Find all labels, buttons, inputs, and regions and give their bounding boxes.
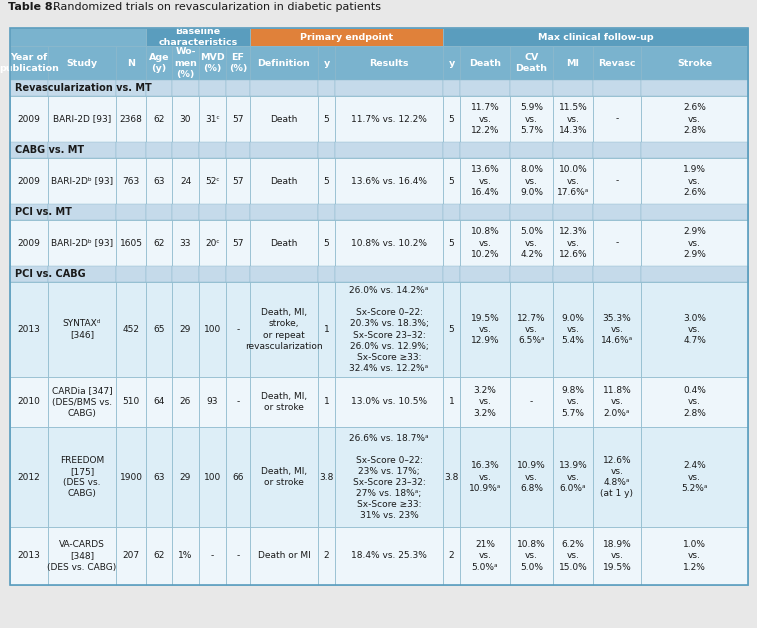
Bar xyxy=(48,377,116,427)
Bar xyxy=(10,46,48,80)
Bar xyxy=(553,282,593,377)
Text: 2009: 2009 xyxy=(17,239,40,247)
Bar xyxy=(641,204,748,220)
Bar xyxy=(10,427,48,527)
Text: BARI-2Dᵇ [93]: BARI-2Dᵇ [93] xyxy=(51,176,113,185)
Text: -: - xyxy=(615,239,618,247)
Text: 763: 763 xyxy=(123,176,139,185)
Bar xyxy=(510,220,553,266)
Bar xyxy=(641,220,748,266)
Bar xyxy=(318,266,335,282)
Bar xyxy=(335,427,443,527)
Bar xyxy=(250,80,318,96)
Text: 57: 57 xyxy=(232,114,244,124)
Text: 10.8%
vs.
5.0%: 10.8% vs. 5.0% xyxy=(517,541,546,571)
Text: Death, MI,
or stroke: Death, MI, or stroke xyxy=(261,392,307,412)
Bar xyxy=(146,96,172,142)
Text: 207: 207 xyxy=(123,551,139,561)
Text: Death or MI: Death or MI xyxy=(257,551,310,561)
Text: 26: 26 xyxy=(180,398,192,406)
Bar xyxy=(318,46,335,80)
Bar xyxy=(226,142,250,158)
Text: Revascularization vs. MT: Revascularization vs. MT xyxy=(15,83,151,93)
Text: 3.0%
vs.
4.7%: 3.0% vs. 4.7% xyxy=(683,314,706,345)
Text: 2012: 2012 xyxy=(17,472,40,482)
Bar xyxy=(460,527,510,585)
Bar xyxy=(10,527,48,585)
Text: 13.6%
vs.
16.4%: 13.6% vs. 16.4% xyxy=(471,165,500,197)
Bar xyxy=(443,427,460,527)
Bar xyxy=(593,282,641,377)
Text: 31ᶜ: 31ᶜ xyxy=(205,114,220,124)
Bar xyxy=(593,204,641,220)
Bar xyxy=(10,96,48,142)
Bar xyxy=(199,158,226,204)
Bar xyxy=(318,142,335,158)
Bar xyxy=(593,46,641,80)
Bar xyxy=(172,204,199,220)
Bar xyxy=(641,266,748,282)
Bar xyxy=(48,142,116,158)
Bar xyxy=(146,527,172,585)
Bar xyxy=(146,80,172,96)
Bar xyxy=(250,377,318,427)
Bar xyxy=(10,266,48,282)
Bar xyxy=(172,80,199,96)
Text: 29: 29 xyxy=(180,325,192,334)
Bar xyxy=(250,28,443,46)
Text: Study: Study xyxy=(67,58,98,67)
Text: -: - xyxy=(211,551,214,561)
Text: y: y xyxy=(448,58,455,67)
Text: 2.9%
vs.
2.9%: 2.9% vs. 2.9% xyxy=(683,227,706,259)
Text: 5: 5 xyxy=(449,325,454,334)
Text: -: - xyxy=(530,398,533,406)
Bar xyxy=(460,204,510,220)
Bar xyxy=(48,204,116,220)
Text: 33: 33 xyxy=(179,239,192,247)
Bar xyxy=(510,266,553,282)
Text: MI: MI xyxy=(566,58,580,67)
Text: Revasc: Revasc xyxy=(598,58,636,67)
Bar xyxy=(48,266,116,282)
Text: -: - xyxy=(236,398,240,406)
Bar xyxy=(510,204,553,220)
Bar xyxy=(510,96,553,142)
Text: 19.5%
vs.
12.9%: 19.5% vs. 12.9% xyxy=(471,314,500,345)
Bar xyxy=(335,527,443,585)
Text: 9.0%
vs.
5.4%: 9.0% vs. 5.4% xyxy=(562,314,584,345)
Bar xyxy=(553,527,593,585)
Text: BARI-2Dᵇ [93]: BARI-2Dᵇ [93] xyxy=(51,239,113,247)
Bar xyxy=(553,204,593,220)
Bar xyxy=(10,204,48,220)
Bar xyxy=(116,220,146,266)
Text: 13.0% vs. 10.5%: 13.0% vs. 10.5% xyxy=(351,398,427,406)
Text: 1900: 1900 xyxy=(120,472,142,482)
Bar xyxy=(335,158,443,204)
Text: CARDia [347]
(DES/BMS vs.
CABG): CARDia [347] (DES/BMS vs. CABG) xyxy=(51,386,112,418)
Bar xyxy=(199,46,226,80)
Bar xyxy=(641,142,748,158)
Text: 10.8%
vs.
10.2%: 10.8% vs. 10.2% xyxy=(471,227,500,259)
Bar xyxy=(593,96,641,142)
Bar xyxy=(553,80,593,96)
Bar xyxy=(335,80,443,96)
Text: 11.8%
vs.
2.0%ᵃ: 11.8% vs. 2.0%ᵃ xyxy=(603,386,631,418)
Bar xyxy=(318,80,335,96)
Text: 11.7% vs. 12.2%: 11.7% vs. 12.2% xyxy=(351,114,427,124)
Text: Primary endpoint: Primary endpoint xyxy=(300,33,393,41)
Bar xyxy=(460,282,510,377)
Bar xyxy=(116,266,146,282)
Text: 12.3%
vs.
12.6%: 12.3% vs. 12.6% xyxy=(559,227,587,259)
Text: EF
(%): EF (%) xyxy=(229,53,248,73)
Bar xyxy=(199,220,226,266)
Text: 62: 62 xyxy=(154,114,165,124)
Bar xyxy=(335,204,443,220)
Bar xyxy=(172,46,199,80)
Text: 2010: 2010 xyxy=(17,398,40,406)
Text: 5: 5 xyxy=(324,114,329,124)
Bar xyxy=(199,427,226,527)
Bar xyxy=(226,266,250,282)
Text: 13.6% vs. 16.4%: 13.6% vs. 16.4% xyxy=(351,176,427,185)
Bar xyxy=(443,80,460,96)
Bar xyxy=(226,282,250,377)
